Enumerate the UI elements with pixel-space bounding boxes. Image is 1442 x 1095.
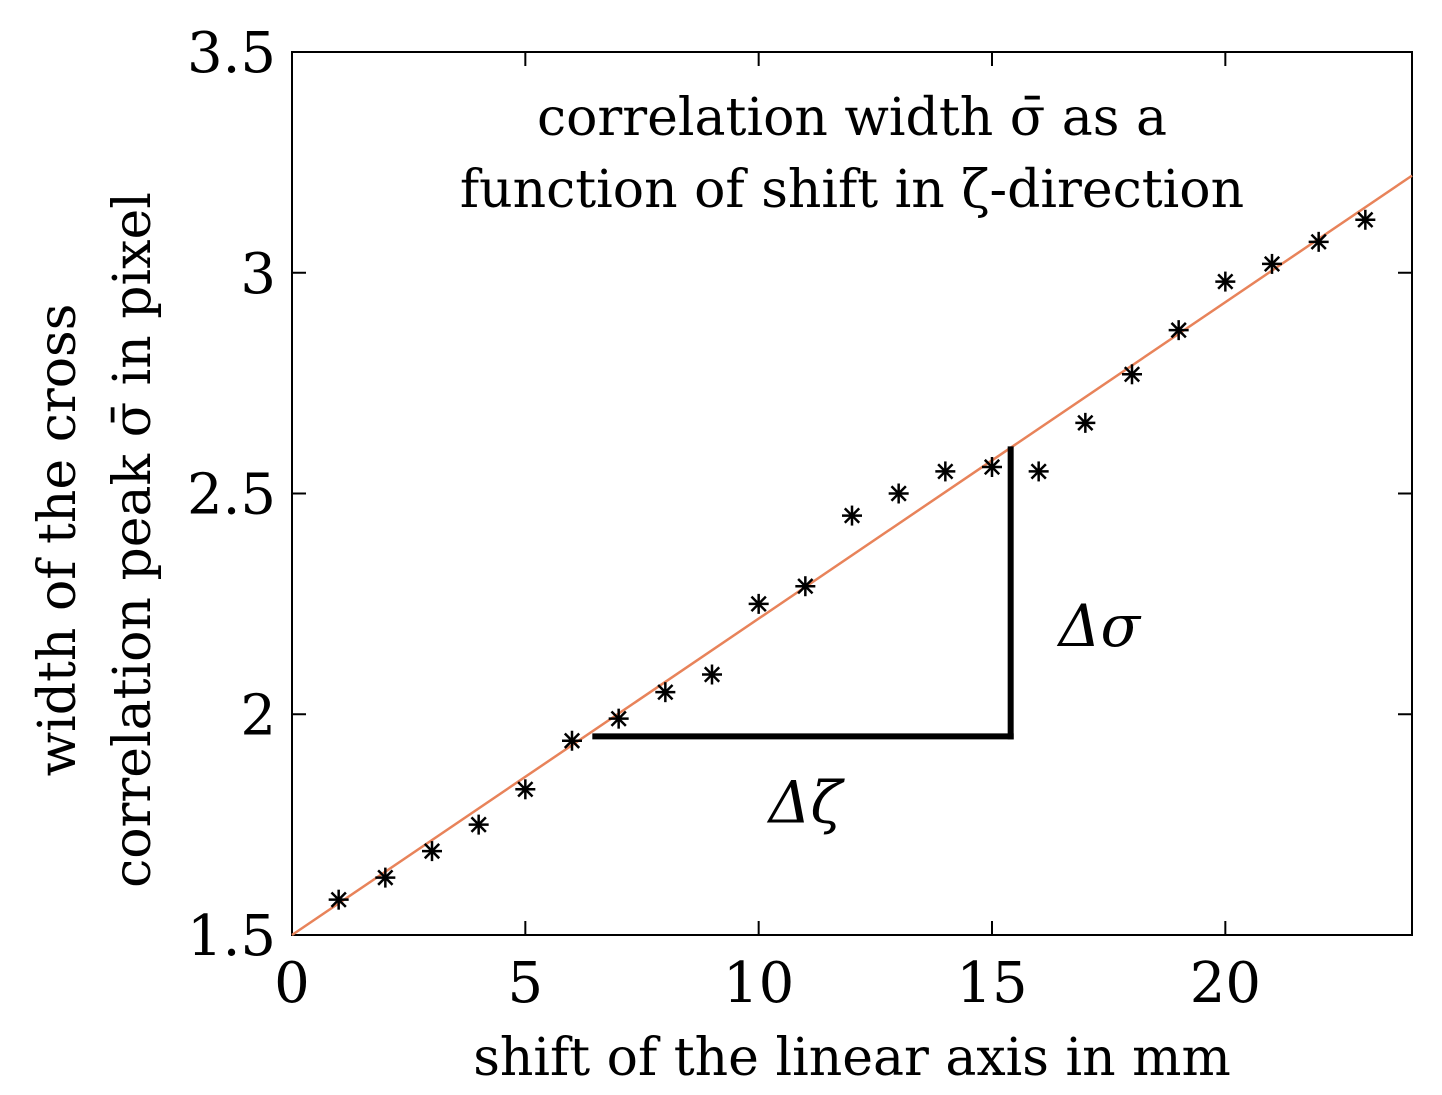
data-point-13 — [935, 461, 956, 482]
y-tick-label-0: 1.5 — [187, 904, 276, 969]
y-tick-label-3: 3 — [240, 242, 276, 307]
data-point-14 — [982, 457, 1002, 478]
data-point-11 — [842, 505, 862, 526]
data-point-21 — [1308, 231, 1329, 252]
data-point-4 — [515, 779, 536, 800]
annotation-label-3: Δσ — [1057, 592, 1142, 660]
data-point-22 — [1355, 209, 1376, 230]
annotations-group: Δζ Δσ — [592, 446, 1142, 837]
data-point-1 — [375, 867, 396, 888]
data-point-17 — [1122, 364, 1142, 385]
axis-ticks — [291, 51, 1412, 936]
data-point-0 — [328, 889, 349, 910]
data-point-15 — [1028, 461, 1049, 482]
y-tick-label-4: 3.5 — [187, 21, 276, 86]
data-point-3 — [468, 814, 489, 835]
y-tick-label-1: 2 — [240, 683, 276, 748]
chart-title-line-1: correlation width σ̄ as a — [537, 88, 1167, 148]
data-point-18 — [1168, 320, 1189, 341]
data-point-9 — [748, 593, 769, 614]
annotation-label-2: Δζ — [767, 769, 846, 837]
y-axis-label-line-1: width of the cross — [28, 304, 88, 777]
data-point-5 — [562, 730, 582, 751]
x-tick-label-1: 5 — [508, 951, 544, 1016]
data-point-10 — [795, 576, 816, 597]
data-point-6 — [608, 708, 629, 729]
x-tick-label-0: 0 — [274, 951, 310, 1016]
y-axis-label-line-2: correlation peak σ̄ in pixel — [103, 192, 163, 888]
y-tick-label-2: 2.5 — [187, 463, 276, 528]
y-tick-labels: 1.5 2 2.5 3 3.5 — [187, 21, 276, 969]
x-tick-label-4: 20 — [1190, 951, 1261, 1016]
data-points-group — [328, 209, 1376, 910]
data-point-7 — [655, 682, 676, 703]
x-tick-labels: 0 5 10 15 20 — [274, 951, 1261, 1016]
data-point-19 — [1215, 271, 1236, 292]
fit-line — [291, 174, 1413, 937]
data-point-16 — [1075, 412, 1096, 433]
x-tick-label-3: 15 — [956, 951, 1027, 1016]
data-point-12 — [888, 483, 909, 504]
data-point-20 — [1262, 253, 1282, 274]
chart-title-line-2: function of shift in ζ-direction — [460, 160, 1244, 220]
data-point-8 — [702, 664, 722, 685]
x-axis-label: shift of the linear axis in mm — [473, 1028, 1231, 1088]
x-tick-label-2: 10 — [723, 951, 794, 1016]
data-point-2 — [422, 841, 442, 862]
fit-line-group — [291, 174, 1413, 937]
